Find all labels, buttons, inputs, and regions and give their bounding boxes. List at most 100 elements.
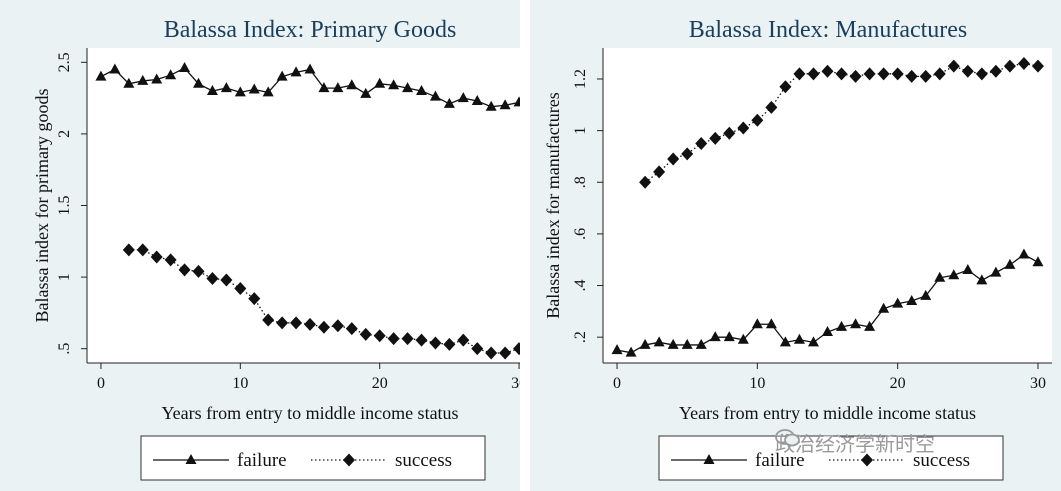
data-point-failure bbox=[179, 62, 191, 73]
data-point-success bbox=[220, 273, 233, 287]
data-point-failure bbox=[934, 271, 946, 282]
data-point-success bbox=[639, 175, 652, 189]
data-point-success bbox=[206, 272, 219, 286]
data-point-failure bbox=[1018, 248, 1030, 259]
data-point-success bbox=[877, 67, 890, 81]
data-point-success bbox=[150, 250, 163, 264]
data-point-failure bbox=[920, 289, 932, 300]
data-point-success bbox=[359, 327, 372, 341]
data-point-success bbox=[751, 113, 764, 127]
data-point-success bbox=[248, 292, 261, 306]
data-point-failure bbox=[193, 77, 204, 88]
y-tick-label: 1.5 bbox=[56, 196, 73, 216]
legend-marker-failure bbox=[185, 454, 197, 464]
data-point-success bbox=[387, 332, 400, 346]
x-tick-label: 30 bbox=[511, 375, 520, 392]
x-tick-label: 10 bbox=[749, 375, 765, 392]
chart-panel-manufactures: Balassa Index: Manufactures .2 .4 .6 .8 1 1.2 0… bbox=[530, 0, 1061, 491]
data-point-success bbox=[513, 342, 520, 356]
data-point-success bbox=[765, 100, 778, 114]
x-axis-label: Years from entry to middle income status bbox=[161, 403, 458, 423]
data-point-success bbox=[667, 152, 680, 166]
data-point-success bbox=[164, 253, 177, 267]
data-point-failure bbox=[779, 336, 791, 347]
data-point-failure bbox=[723, 331, 735, 342]
data-point-failure bbox=[304, 63, 316, 74]
data-point-success bbox=[835, 67, 848, 81]
x-tick-label: 0 bbox=[613, 375, 621, 392]
data-point-failure bbox=[276, 70, 288, 81]
data-point-success bbox=[276, 316, 289, 330]
data-point-success bbox=[178, 263, 191, 277]
data-point-success bbox=[919, 69, 932, 83]
data-point-success bbox=[122, 243, 135, 257]
data-point-success bbox=[933, 67, 946, 81]
data-point-failure bbox=[850, 318, 862, 329]
y-tick-label: .5 bbox=[56, 343, 73, 355]
data-point-failure bbox=[765, 318, 777, 329]
data-point-success bbox=[1003, 59, 1016, 73]
data-point-success bbox=[1017, 56, 1030, 70]
legend-label-failure: failure bbox=[237, 450, 287, 471]
plot-area bbox=[87, 48, 520, 363]
data-point-success bbox=[807, 67, 820, 81]
chart-manufactures: Balassa Index: Manufactures .2 .4 .6 .8 1 1.2 0… bbox=[543, 17, 1052, 481]
data-point-failure bbox=[807, 336, 819, 347]
x-axis-label: Years from entry to middle income status bbox=[679, 403, 976, 423]
data-point-failure bbox=[836, 320, 848, 331]
data-point-failure bbox=[990, 266, 1002, 277]
data-point-success bbox=[373, 329, 386, 343]
data-point-failure bbox=[695, 338, 707, 349]
data-point-success bbox=[401, 332, 414, 346]
legend-marker-success bbox=[343, 453, 355, 467]
data-point-failure bbox=[151, 73, 163, 84]
data-point-failure bbox=[485, 100, 497, 111]
chart-panel-primary-goods: Balassa Index: Primary Goods .5 1 1.5 2 2.5 0 1… bbox=[0, 0, 520, 491]
data-point-success bbox=[723, 126, 736, 140]
data-point-success bbox=[793, 67, 806, 81]
data-point-success bbox=[695, 137, 708, 151]
data-point-failure bbox=[822, 326, 833, 337]
data-point-failure bbox=[906, 295, 918, 306]
y-tick-label: .2 bbox=[572, 331, 589, 343]
data-point-success bbox=[415, 333, 428, 347]
data-point-success bbox=[457, 333, 470, 347]
data-point-success bbox=[863, 67, 876, 81]
series-success bbox=[639, 56, 1044, 189]
data-point-success bbox=[947, 59, 960, 73]
data-point-failure bbox=[681, 338, 693, 349]
data-point-failure bbox=[625, 346, 637, 357]
legend: failure success bbox=[658, 435, 1004, 481]
data-point-success bbox=[429, 336, 442, 350]
data-point-success bbox=[1031, 59, 1044, 73]
data-point-failure bbox=[1004, 258, 1016, 269]
x-tick-label: 10 bbox=[232, 375, 248, 392]
data-point-success bbox=[345, 322, 358, 336]
data-point-failure bbox=[667, 338, 679, 349]
data-point-failure bbox=[864, 320, 876, 331]
data-point-failure bbox=[499, 99, 511, 110]
data-point-failure bbox=[611, 344, 623, 355]
legend-label-success: success bbox=[913, 450, 970, 471]
data-point-success bbox=[234, 282, 247, 296]
y-tick-label: 1 bbox=[572, 127, 589, 135]
data-point-failure bbox=[262, 86, 274, 97]
data-point-failure bbox=[416, 84, 427, 95]
chart-primary-goods: Balassa Index: Primary Goods .5 1 1.5 2 2.5 0 1… bbox=[32, 17, 520, 481]
data-point-failure bbox=[318, 82, 330, 93]
data-point-success bbox=[443, 337, 456, 351]
data-point-failure bbox=[751, 318, 763, 329]
data-point-success bbox=[304, 317, 316, 331]
data-point-failure bbox=[290, 66, 302, 77]
y-tick-label: 2.5 bbox=[56, 52, 73, 72]
data-point-failure bbox=[402, 82, 414, 93]
data-point-success bbox=[975, 67, 988, 81]
data-point-failure bbox=[137, 74, 149, 85]
data-point-success bbox=[737, 121, 750, 135]
data-point-failure bbox=[429, 90, 441, 101]
data-point-failure bbox=[360, 87, 372, 98]
data-point-success bbox=[471, 342, 484, 356]
data-point-failure bbox=[737, 333, 749, 344]
data-point-success bbox=[849, 69, 862, 83]
series-failure bbox=[611, 248, 1044, 357]
